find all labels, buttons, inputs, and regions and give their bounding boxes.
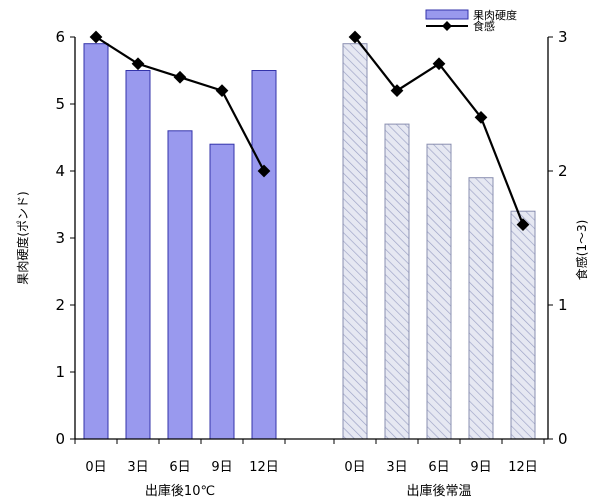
bar-g2-2 (384, 123, 410, 440)
legend-marker-texture (442, 21, 452, 31)
bar-g2-5 (510, 210, 536, 440)
texture-point-g1-3 (173, 70, 187, 84)
x-label-g1-3: 6日 (169, 460, 190, 475)
left-tick-label-3: 3 (55, 229, 65, 247)
right-tick-label-3: 3 (558, 28, 568, 46)
texture-point-g1-1 (89, 30, 103, 44)
bar-g2-1 (342, 43, 368, 440)
texture-lines-layer (89, 30, 530, 231)
x-label-g2-2: 3日 (386, 460, 407, 475)
left-tick-label-6: 6 (55, 28, 65, 46)
texture-point-g1-5 (257, 164, 271, 178)
right-tick-label-2: 2 (558, 162, 568, 180)
right-axis-title: 食感(1～3) (574, 220, 589, 281)
x-label-g1-5: 12日 (249, 460, 279, 475)
texture-point-g2-2 (390, 84, 404, 97)
x-label-g2-4: 9日 (470, 460, 491, 475)
x-label-g1-2: 3日 (127, 460, 148, 475)
legend-label-texture: 食感 (473, 19, 495, 33)
left-tick-label-1: 1 (55, 363, 65, 381)
right-tick-label-1: 1 (558, 296, 568, 314)
left-axis-title: 果肉硬度(ポンド) (15, 191, 30, 284)
bar-g2-3 (426, 143, 452, 440)
legend-label-hardness: 果肉硬度 (473, 8, 517, 22)
texture-point-g2-4 (474, 111, 488, 124)
bar-g1-3 (167, 130, 193, 440)
texture-point-g2-1 (348, 30, 362, 44)
bar-g1-4 (209, 143, 235, 440)
left-tick-label-2: 2 (55, 296, 65, 314)
right-tick-label-0: 0 (558, 430, 568, 448)
legend-swatch-hardness (425, 9, 469, 20)
group-label-2: 出庫後常温 (406, 484, 471, 499)
x-label-g2-5: 12日 (508, 460, 538, 475)
bar-g2-4 (468, 177, 494, 440)
bars-layer (83, 43, 536, 440)
x-label-g2-3: 6日 (428, 460, 449, 475)
left-tick-label-4: 4 (55, 162, 65, 180)
texture-point-g1-4 (215, 84, 229, 97)
bar-g1-1 (83, 43, 109, 440)
bar-g1-2 (125, 70, 151, 440)
legend: 果肉硬度 食感 (425, 8, 517, 33)
left-tick-label-0: 0 (55, 430, 65, 448)
axes-layer (70, 36, 553, 444)
left-tick-label-5: 5 (55, 95, 65, 113)
x-label-g1-4: 9日 (211, 460, 232, 475)
x-label-g2-1: 0日 (344, 460, 365, 475)
texture-point-g1-2 (131, 57, 145, 71)
texture-point-g2-3 (432, 57, 446, 71)
x-label-g1-1: 0日 (85, 460, 106, 475)
bar-g1-5 (251, 70, 277, 440)
group-label-1: 出庫後10℃ (145, 484, 215, 499)
